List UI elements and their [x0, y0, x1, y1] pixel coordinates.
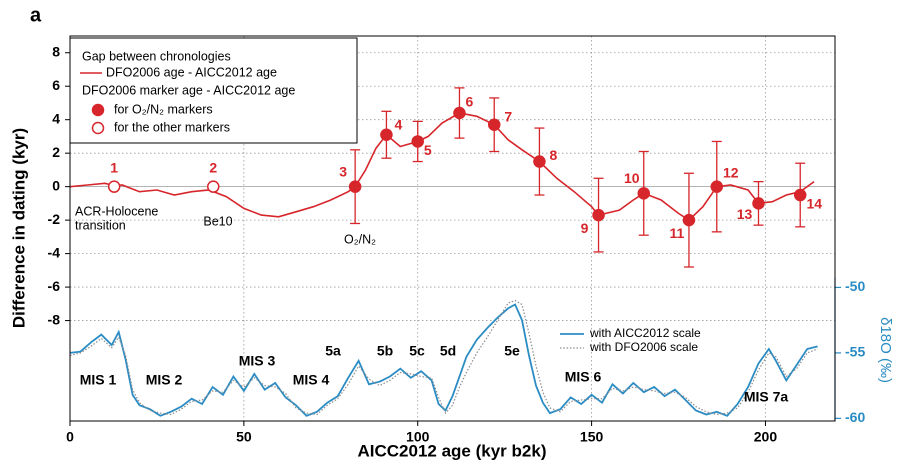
annotation: transition: [75, 218, 126, 232]
x-tick-label: 150: [580, 429, 604, 445]
marker: [380, 128, 393, 142]
y-axis-title: Difference in dating (kyr): [9, 128, 28, 328]
legend-swatch: [91, 121, 105, 135]
marker-label: 3: [339, 163, 347, 179]
marker: [207, 180, 220, 193]
marker-label: 10: [624, 170, 640, 186]
y-tick-label: -8: [48, 311, 61, 327]
isotope-line: [69, 299, 818, 416]
mis-label: 5c: [409, 343, 425, 359]
mis-label: MIS 6: [565, 369, 602, 385]
marker: [533, 155, 546, 168]
marker-label: 14: [806, 196, 822, 212]
marker-label: 8: [550, 147, 558, 163]
y-tick-label: -2: [48, 211, 61, 227]
marker-label: 1: [110, 159, 118, 175]
legend-label: with DFO2006 scale: [589, 340, 698, 354]
gap-line: [69, 112, 815, 222]
mis-label: 5a: [325, 343, 341, 359]
y-tick-label: 6: [52, 77, 60, 93]
mis-label: 5e: [504, 343, 520, 359]
marker-label: 4: [395, 116, 403, 132]
y-tick-label: 2: [52, 144, 60, 160]
mis-label: MIS 4: [293, 372, 330, 388]
marker: [793, 188, 807, 202]
marker: [348, 180, 362, 193]
marker-label: 9: [581, 220, 589, 236]
mis-label: 5d: [440, 343, 456, 359]
marker-label: 6: [466, 94, 474, 110]
x-tick-label: 50: [236, 429, 252, 445]
marker: [637, 187, 650, 200]
marker-label: 5: [424, 142, 432, 158]
marker: [411, 135, 424, 148]
y-tick-label: -4: [48, 244, 61, 260]
legend-title: DFO2006 marker age - AICC2012 age: [82, 83, 295, 97]
annotation: ACR-Holocene: [75, 204, 158, 218]
y2-tick-label: -60: [845, 409, 865, 425]
legend-label: DFO2006 age - AICC2012 age: [106, 65, 277, 79]
x-tick-label: 200: [754, 429, 778, 445]
plot-frame: [69, 35, 836, 422]
marker: [107, 180, 121, 193]
marker: [682, 213, 696, 227]
marker: [710, 180, 724, 193]
mis-label: MIS 2: [146, 372, 183, 388]
marker: [752, 197, 765, 210]
y-tick-label: 0: [52, 177, 60, 193]
x-tick-label: 0: [66, 429, 74, 445]
marker-label: 13: [737, 206, 753, 222]
x-tick-label: 100: [406, 429, 430, 445]
legend-label: for O₂/N₂ markers: [114, 102, 213, 116]
mis-label: MIS 1: [80, 372, 117, 388]
legend-label: with AICC2012 scale: [589, 326, 701, 340]
legend-label: for the other markers: [114, 120, 230, 134]
y-tick-label: 4: [52, 110, 60, 126]
marker-label: 2: [209, 159, 217, 175]
marker-label: 12: [723, 164, 739, 180]
legend: Gap between chronologies DFO2006 age - AI…: [69, 37, 358, 144]
marker: [487, 118, 501, 131]
marker-label: 7: [504, 108, 512, 124]
y-tick-label: -6: [48, 278, 61, 294]
y2-tick-label: -55: [845, 344, 865, 360]
mis-label: MIS 7a: [744, 389, 789, 405]
annotation: O₂/N₂: [344, 232, 376, 246]
y2-axis-title: δ18O (‰): [877, 317, 894, 383]
x-axis-title: AICC2012 age (kyr b2k): [358, 441, 547, 460]
isotope-line: [69, 303, 818, 417]
mis-label: MIS 3: [239, 353, 276, 369]
y2-tick-label: -50: [845, 278, 865, 294]
legend-swatch: [91, 103, 105, 117]
legend-box: [69, 37, 358, 144]
y-tick-label: 8: [52, 43, 60, 59]
panel-label: a: [30, 4, 42, 26]
mis-label: 5b: [377, 343, 393, 359]
legend-title: Gap between chronologies: [82, 49, 231, 63]
marker-label: 11: [670, 225, 685, 241]
annotation: Be10: [203, 214, 232, 228]
marker: [453, 106, 466, 120]
marker: [592, 208, 605, 222]
